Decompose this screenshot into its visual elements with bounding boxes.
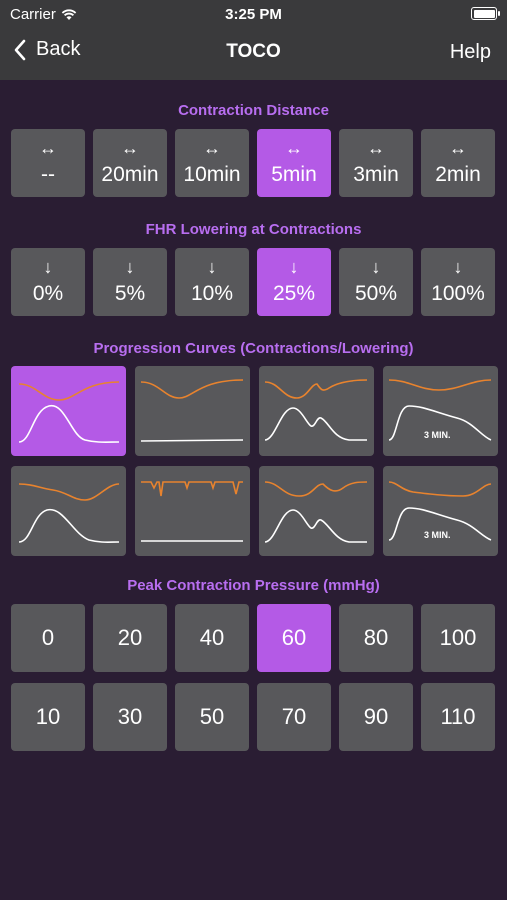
pressure-option-50[interactable]: 50 xyxy=(175,683,249,751)
down-arrow-icon: ↓ xyxy=(43,257,53,277)
pressure-option-110[interactable]: 110 xyxy=(421,683,495,751)
progression-curves-row-2: 3 MIN. xyxy=(11,466,498,556)
progression-curve-4[interactable]: 3 MIN. xyxy=(383,366,498,456)
left-right-arrow-icon: ↔ xyxy=(449,138,467,158)
clock: 3:25 PM xyxy=(225,6,282,23)
down-arrow-icon: ↓ xyxy=(371,257,381,277)
back-label: Back xyxy=(36,38,81,60)
contraction-distance-options: ↔ -- ↔ 20min ↔ 10min ↔ 5min ↔ 3min ↔ 2min xyxy=(11,129,495,197)
distance-option-10min[interactable]: ↔ 10min xyxy=(175,129,249,197)
curve-graphic xyxy=(388,481,492,541)
contraction-distance-title: Contraction Distance xyxy=(178,102,329,119)
lowering-option-10[interactable]: ↓ 10% xyxy=(175,248,249,316)
lowering-option-100[interactable]: ↓ 100% xyxy=(421,248,495,316)
progression-curve-6[interactable] xyxy=(135,466,250,556)
distance-option-5min[interactable]: ↔ 5min xyxy=(257,129,331,197)
navigation-bar: Back TOCO Help xyxy=(0,32,507,74)
curve-graphic xyxy=(388,379,492,441)
progression-curves-title: Progression Curves (Contractions/Lowerin… xyxy=(93,340,414,357)
curve-duration-label: 3 MIN. xyxy=(424,530,451,540)
progression-curve-7[interactable] xyxy=(259,466,374,556)
curve-graphic xyxy=(264,481,368,543)
lowering-option-0[interactable]: ↓ 0% xyxy=(11,248,85,316)
curve-graphic xyxy=(18,381,120,443)
curve-graphic xyxy=(141,481,243,542)
top-bar: Carrier 3:25 PM Back TOCO Help xyxy=(0,0,507,80)
pressure-option-100[interactable]: 100 xyxy=(421,604,495,672)
progression-curve-2[interactable] xyxy=(135,366,250,456)
curve-graphic xyxy=(140,379,244,442)
distance-option-3min[interactable]: ↔ 3min xyxy=(339,129,413,197)
left-right-arrow-icon: ↔ xyxy=(121,138,139,158)
page-title: TOCO xyxy=(226,41,281,62)
down-arrow-icon: ↓ xyxy=(207,257,217,277)
down-arrow-icon: ↓ xyxy=(125,257,135,277)
pressure-option-0[interactable]: 0 xyxy=(11,604,85,672)
pressure-option-20[interactable]: 20 xyxy=(93,604,167,672)
fhr-lowering-options: ↓ 0% ↓ 5% ↓ 10% ↓ 25% ↓ 50% ↓ 100% xyxy=(11,248,495,316)
distance-option-20min[interactable]: ↔ 20min xyxy=(93,129,167,197)
fhr-lowering-title: FHR Lowering at Contractions xyxy=(145,221,362,238)
pressure-option-60[interactable]: 60 xyxy=(257,604,331,672)
back-button[interactable]: Back xyxy=(14,38,80,61)
chevron-left-icon xyxy=(14,39,26,60)
pressure-option-10[interactable]: 10 xyxy=(11,683,85,751)
progression-curve-5[interactable] xyxy=(11,466,126,556)
distance-option-2min[interactable]: ↔ 2min xyxy=(421,129,495,197)
pressure-option-80[interactable]: 80 xyxy=(339,604,413,672)
pressure-option-40[interactable]: 40 xyxy=(175,604,249,672)
left-right-arrow-icon: ↔ xyxy=(285,138,303,158)
peak-pressure-row-2: 10 30 50 70 90 110 xyxy=(11,683,495,751)
progression-curve-3[interactable] xyxy=(259,366,374,456)
status-bar: Carrier 3:25 PM xyxy=(0,0,507,28)
progression-curve-1[interactable] xyxy=(11,366,126,456)
carrier-indicator: Carrier xyxy=(10,6,77,23)
curve-duration-label: 3 MIN. xyxy=(424,430,451,440)
pressure-option-90[interactable]: 90 xyxy=(339,683,413,751)
distance-option-none[interactable]: ↔ -- xyxy=(11,129,85,197)
help-button[interactable]: Help xyxy=(449,41,491,63)
left-right-arrow-icon: ↔ xyxy=(203,138,221,158)
curve-graphic xyxy=(18,483,120,543)
lowering-option-5[interactable]: ↓ 5% xyxy=(93,248,167,316)
left-right-arrow-icon: ↔ xyxy=(367,138,385,158)
lowering-option-50[interactable]: ↓ 50% xyxy=(339,248,413,316)
curve-graphic xyxy=(264,379,368,441)
wifi-icon xyxy=(61,8,77,20)
lowering-option-25[interactable]: ↓ 25% xyxy=(257,248,331,316)
progression-curves-row-1: 3 MIN. xyxy=(11,366,498,456)
pressure-option-70[interactable]: 70 xyxy=(257,683,331,751)
down-arrow-icon: ↓ xyxy=(453,257,463,277)
peak-pressure-row-1: 0 20 40 60 80 100 xyxy=(11,604,495,672)
left-right-arrow-icon: ↔ xyxy=(39,138,57,158)
carrier-label: Carrier xyxy=(10,6,56,23)
progression-curve-8[interactable]: 3 MIN. xyxy=(383,466,498,556)
pressure-option-30[interactable]: 30 xyxy=(93,683,167,751)
battery-icon xyxy=(471,7,500,20)
down-arrow-icon: ↓ xyxy=(289,257,299,277)
peak-pressure-title: Peak Contraction Pressure (mmHg) xyxy=(127,577,380,594)
